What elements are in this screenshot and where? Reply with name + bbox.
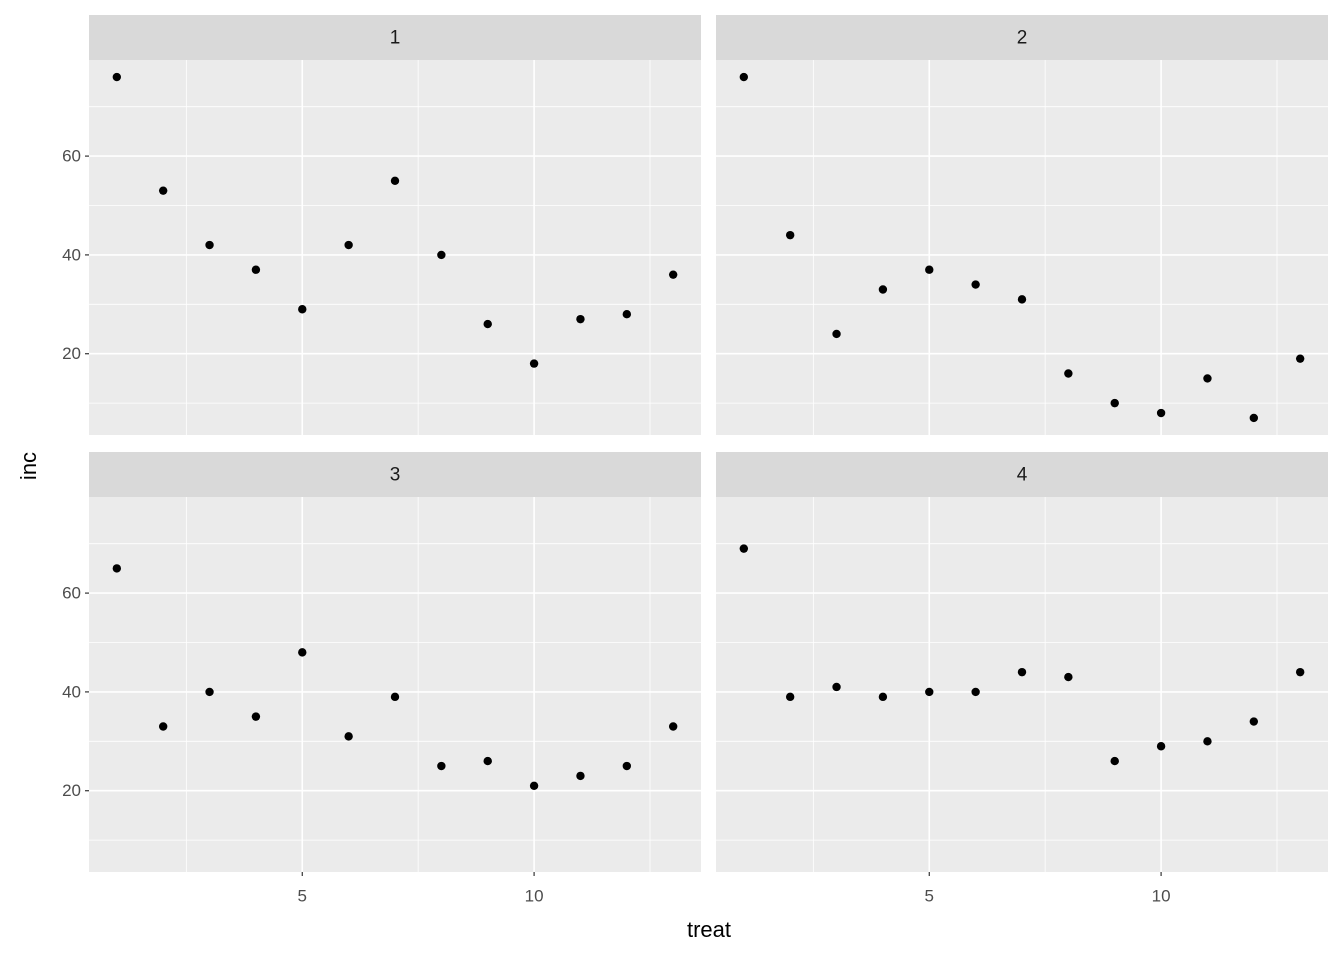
point — [1249, 413, 1259, 423]
point — [158, 722, 168, 731]
point — [1064, 369, 1073, 378]
point — [251, 712, 261, 721]
point — [483, 319, 492, 329]
point — [971, 687, 980, 697]
point — [344, 240, 353, 250]
x-axis-title: treat — [687, 917, 731, 942]
panel-background — [89, 497, 701, 872]
point — [390, 692, 400, 702]
x-tick-label: 5 — [298, 886, 307, 905]
point — [529, 359, 539, 368]
point — [1249, 717, 1259, 726]
point — [668, 270, 678, 279]
point — [298, 305, 307, 314]
point — [529, 781, 539, 790]
point — [832, 329, 841, 339]
point — [1156, 742, 1166, 751]
strip — [716, 15, 1328, 60]
y-axis-title: inc — [16, 452, 41, 480]
point — [158, 186, 168, 195]
x-tick-label: 10 — [525, 886, 544, 905]
point — [576, 314, 585, 324]
point — [1110, 398, 1119, 408]
point — [112, 72, 122, 82]
x-tick-label: 5 — [925, 886, 934, 905]
point — [298, 648, 307, 657]
strip-label: 4 — [1017, 465, 1028, 486]
strip — [89, 452, 701, 497]
point — [1203, 374, 1212, 383]
point — [344, 732, 353, 741]
x-tick-label: 10 — [1152, 886, 1171, 905]
y-tick-label: 20 — [62, 344, 81, 363]
point — [878, 692, 888, 702]
y-tick-label: 20 — [62, 781, 81, 800]
point — [832, 682, 841, 692]
strip-label: 1 — [390, 28, 401, 49]
strip — [89, 15, 701, 60]
point — [483, 756, 492, 766]
strip — [716, 452, 1328, 497]
point — [1203, 737, 1212, 746]
y-tick-label: 40 — [62, 245, 81, 264]
point — [437, 761, 446, 771]
point — [205, 687, 214, 697]
point — [576, 771, 585, 781]
point — [925, 265, 934, 274]
panel-background — [89, 60, 701, 435]
point — [251, 265, 261, 274]
y-tick-label: 60 — [62, 584, 81, 603]
point — [925, 687, 934, 697]
point — [1017, 295, 1027, 304]
point — [390, 176, 400, 186]
point — [112, 564, 122, 573]
panel-background — [716, 497, 1328, 872]
strip-label: 2 — [1017, 28, 1028, 49]
point — [622, 761, 632, 771]
y-tick-label: 40 — [62, 682, 81, 701]
point — [668, 722, 678, 731]
point — [1064, 672, 1073, 682]
point — [739, 544, 749, 553]
strip-label: 3 — [390, 465, 401, 486]
panel-background — [716, 60, 1328, 435]
point — [1110, 756, 1119, 766]
point — [437, 250, 446, 260]
point — [739, 72, 749, 82]
point — [205, 240, 214, 250]
point — [1017, 667, 1027, 677]
point — [1295, 667, 1305, 677]
point — [1295, 354, 1305, 363]
point — [785, 230, 795, 240]
point — [1156, 408, 1166, 418]
point — [971, 280, 980, 289]
y-tick-label: 60 — [62, 147, 81, 166]
point — [878, 285, 888, 294]
point — [785, 692, 795, 702]
point — [622, 309, 632, 319]
